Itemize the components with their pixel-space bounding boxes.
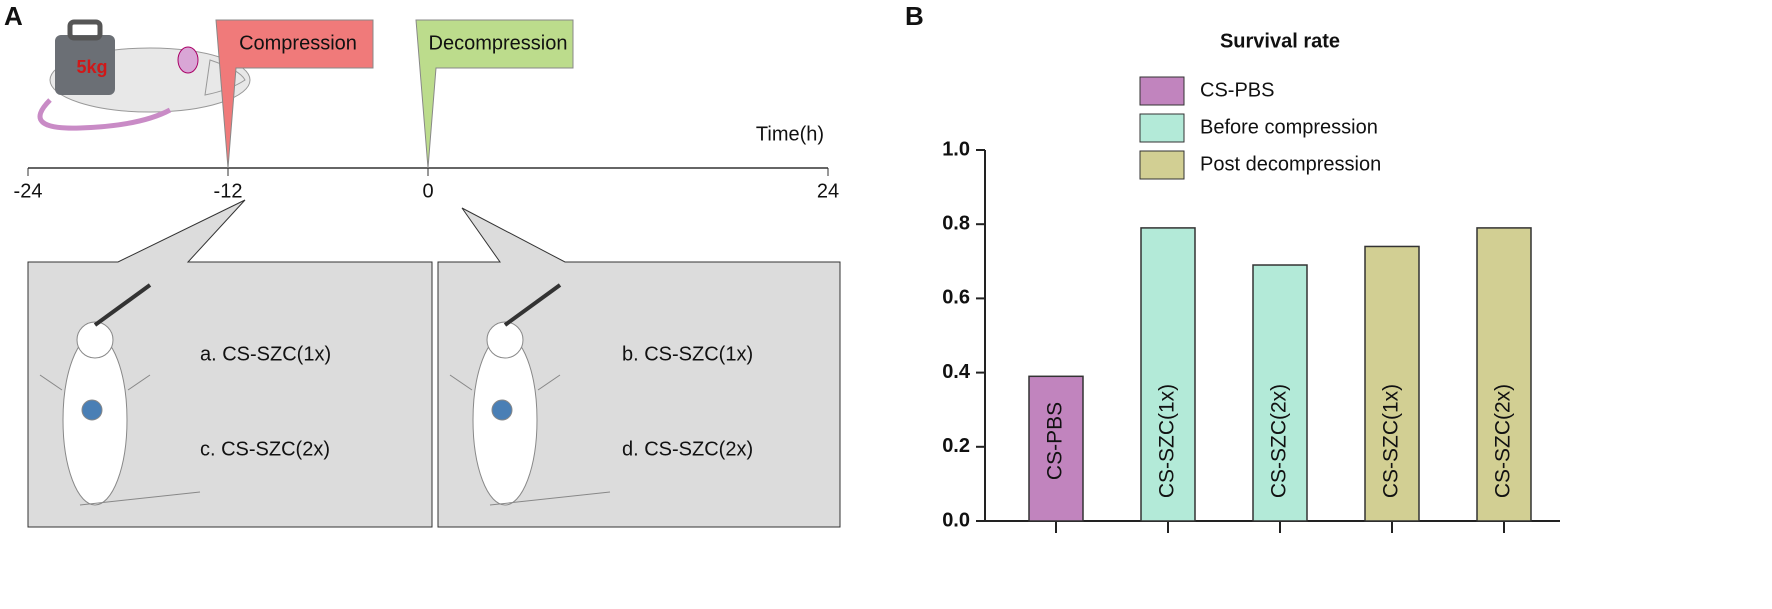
weight-label: 5kg — [76, 57, 107, 77]
panel-label: B — [905, 1, 924, 31]
box-item: b. CS-SZC(1x) — [622, 343, 753, 365]
legend-swatch — [1139, 76, 1185, 106]
legend-label: Post decompression — [1200, 153, 1381, 175]
y-tick-label: 0.2 — [942, 435, 970, 457]
y-tick-label: 1.0 — [942, 138, 970, 160]
axis-label: Time(h) — [756, 123, 824, 145]
x-tick-label: 24 — [817, 180, 839, 202]
legend-label: Before compression — [1200, 116, 1378, 138]
event-flag — [215, 19, 374, 169]
category-label: CS-SZC(1x) — [1156, 384, 1179, 498]
box-item: d. CS-SZC(2x) — [622, 438, 753, 460]
category-label: CS-SZC(2x) — [1492, 384, 1515, 498]
legend-swatch — [1139, 113, 1185, 143]
y-tick-label: 0.0 — [942, 509, 970, 531]
bar — [1364, 245, 1420, 522]
event-label: Compression — [239, 32, 357, 54]
legend-swatch — [1139, 150, 1185, 180]
event-flag — [415, 19, 574, 169]
legend-label: CS-PBS — [1200, 79, 1274, 101]
category-label: CS-SZC(2x) — [1268, 384, 1291, 498]
callout-box — [27, 199, 433, 528]
y-tick-label: 0.8 — [942, 212, 970, 234]
y-tick-label: 0.4 — [942, 361, 971, 383]
panel-label: A — [4, 1, 23, 31]
bar — [1476, 227, 1532, 522]
event-label: Decompression — [429, 32, 568, 54]
x-tick-label: -24 — [14, 180, 43, 202]
category-label: CS-SZC(1x) — [1380, 384, 1403, 498]
y-tick-label: 0.6 — [942, 287, 970, 309]
box-item: c. CS-SZC(2x) — [200, 438, 330, 460]
category-label: CS-PBS — [1044, 402, 1067, 480]
x-tick-label: 0 — [422, 180, 433, 202]
bar — [1140, 227, 1196, 522]
x-tick-label: -12 — [214, 180, 243, 202]
mouse-illustration — [39, 283, 611, 506]
box-item: a. CS-SZC(1x) — [200, 343, 331, 365]
bar — [1252, 264, 1308, 522]
mouse-illustration: 5kg — [37, 19, 251, 131]
bar — [1028, 375, 1084, 522]
callout-box — [437, 207, 841, 528]
chart-title: Survival rate — [1220, 30, 1340, 52]
